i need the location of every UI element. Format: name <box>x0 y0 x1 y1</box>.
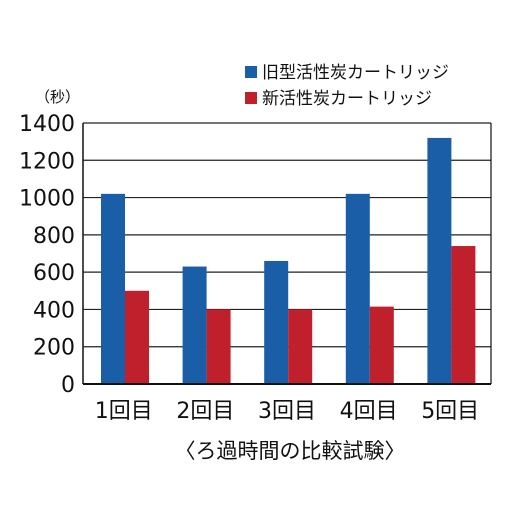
category-label: 5回目 <box>421 399 479 424</box>
category-label: 2回目 <box>176 399 234 424</box>
category-label: 1回目 <box>95 399 153 424</box>
bar-new-cartridge-5 <box>451 246 476 384</box>
legend-entry-old: 旧型活性炭カートリッジ <box>262 63 449 83</box>
category-label: 3回目 <box>258 399 316 424</box>
legend-swatch-new <box>245 92 257 104</box>
axes <box>82 123 492 385</box>
bar-new-cartridge-3 <box>288 309 313 384</box>
legend-entry-new: 新活性炭カートリッジ <box>262 89 432 109</box>
bar-new-cartridge-4 <box>369 306 394 384</box>
bar-new-cartridge-2 <box>206 309 231 384</box>
legend-swatch-old <box>245 66 257 78</box>
y-tick-label: 800 <box>33 224 75 249</box>
y-tick-label: 0 <box>61 373 75 398</box>
bar-old-cartridge-3 <box>264 260 289 384</box>
y-tick-label: 1000 <box>19 187 75 212</box>
bar-old-cartridge-2 <box>182 266 207 384</box>
category-label: 4回目 <box>340 399 398 424</box>
category-labels: 1回目 2回目 3回目 4回目 5回目 <box>95 399 479 424</box>
y-tick-label: 1200 <box>19 149 75 174</box>
bar-old-cartridge-5 <box>427 137 452 384</box>
y-tick-label: 600 <box>33 261 75 286</box>
y-tick-label: 200 <box>33 336 75 361</box>
unit-label: （秒） <box>35 88 80 106</box>
y-tick-label: 1400 <box>19 112 75 137</box>
y-tick-labels: 0 200 400 600 800 1000 1200 1400 <box>19 112 75 398</box>
bar-old-cartridge-4 <box>345 193 370 384</box>
bar-old-cartridge-1 <box>101 193 125 384</box>
bars <box>101 137 476 384</box>
y-tick-label: 400 <box>33 298 75 323</box>
bar-new-cartridge-1 <box>125 290 149 384</box>
x-axis-title: 〈ろ過時間の比較試験〉 <box>175 439 406 463</box>
